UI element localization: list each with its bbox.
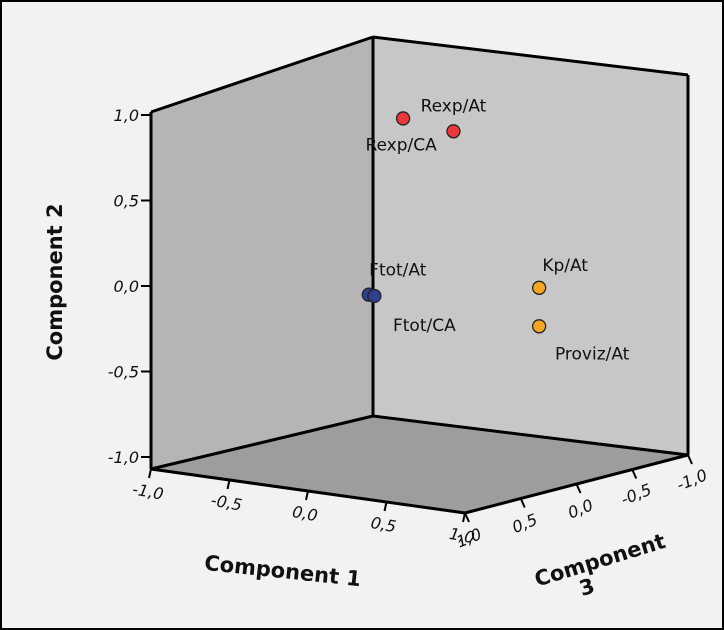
data-point <box>367 288 382 304</box>
z-tick-mark <box>575 483 582 494</box>
data-point-label: Rexp/At <box>421 96 487 116</box>
x-tick-mark <box>305 490 309 501</box>
z-axis-title-line-2: 3 <box>576 574 597 601</box>
edge-floor-left <box>150 414 374 471</box>
x-tick-label: 1,0 <box>448 524 476 547</box>
back-wall <box>373 37 688 455</box>
x-tick-mark <box>148 468 152 479</box>
edge-back-top <box>372 35 689 77</box>
z-tick-mark <box>464 512 470 523</box>
y-tick-label: -1,0 <box>108 448 139 467</box>
x-tick-mark <box>383 501 388 512</box>
data-point-labels: Rexp/At Rexp/CA Kp/At Proviz/At Ftot/At Ftot/… <box>365 96 629 364</box>
y-axis-ticks: -1,0 -0,5 0,0 0,5 1,0 <box>108 106 151 467</box>
y-axis-title: Component 2 <box>43 203 67 360</box>
data-point <box>532 280 547 295</box>
plot-box <box>149 35 690 515</box>
data-point <box>532 319 547 334</box>
x-tick-label: 0,0 <box>291 502 319 525</box>
x-tick-label: 0,5 <box>369 513 397 536</box>
data-point-label: Rexp/CA <box>365 135 437 155</box>
data-point-label: Ftot/At <box>369 261 427 281</box>
z-tick-mark <box>687 454 693 465</box>
data-points <box>361 111 547 334</box>
x-tick-mark <box>226 479 231 490</box>
z-tick-mark <box>519 498 526 508</box>
data-point-label: Ftot/CA <box>393 316 456 336</box>
z-tick-mark <box>631 469 638 479</box>
y-tick-label: -0,5 <box>108 363 139 382</box>
y-tick-label: 0,0 <box>114 277 139 296</box>
data-point-label: Proviz/At <box>555 344 630 364</box>
data-point <box>395 111 411 126</box>
x-axis-ticks: -1,0 -0,5 0,0 0,5 1,0 <box>131 468 476 547</box>
edge-floor-back <box>372 414 689 457</box>
left-wall <box>151 37 373 469</box>
y-tick-label: 0,5 <box>114 192 139 211</box>
data-point-label: Kp/At <box>542 256 588 276</box>
edge-left-top <box>150 35 374 114</box>
data-point <box>446 124 461 139</box>
y-tick-label: 1,0 <box>114 106 139 125</box>
